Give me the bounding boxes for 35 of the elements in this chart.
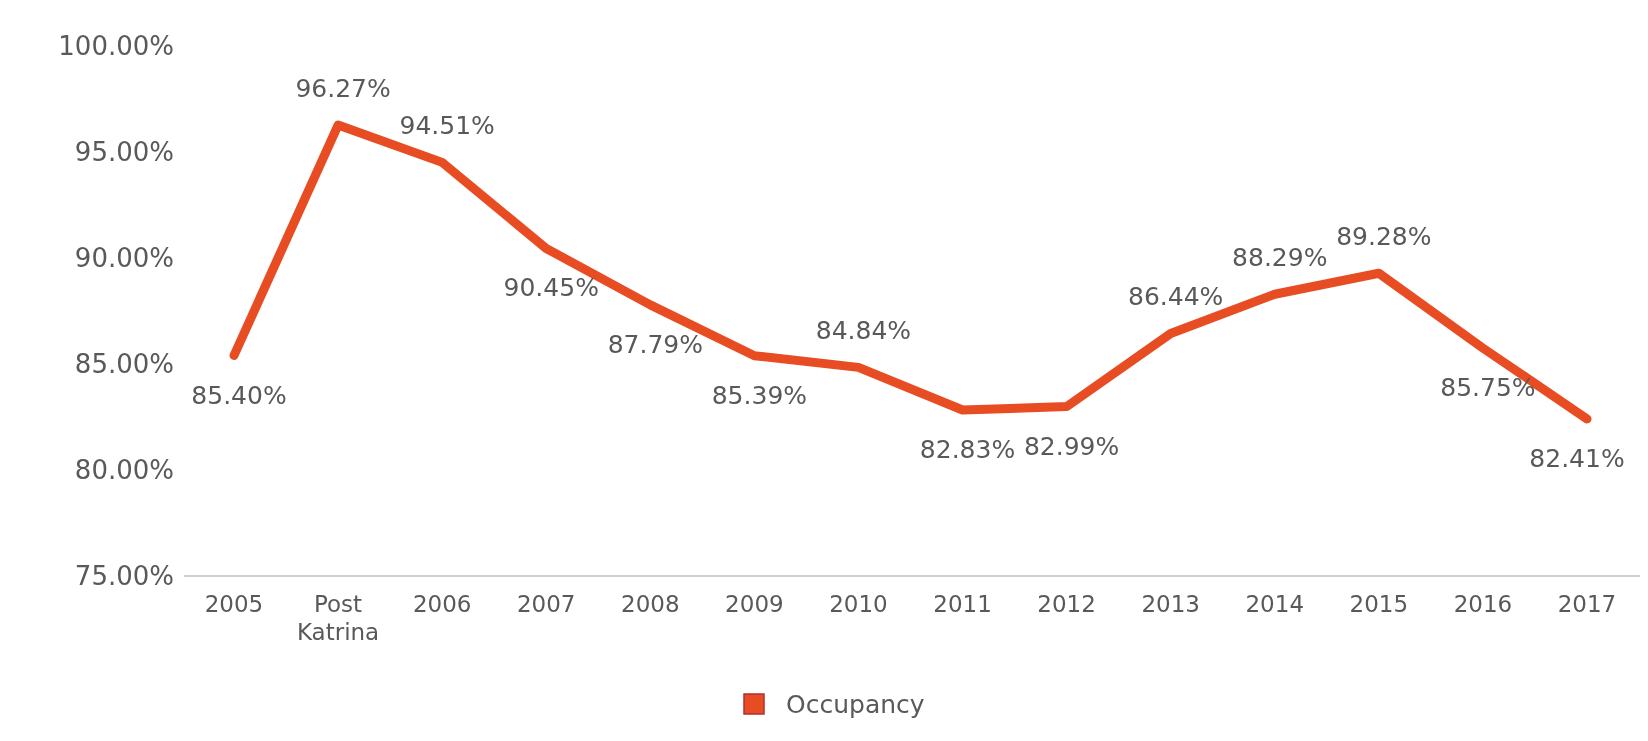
x-tick-label: 2011	[933, 591, 992, 617]
y-tick-label: 95.00%	[74, 137, 174, 168]
x-tick-label: 2014	[1245, 591, 1305, 617]
x-tick-label: 2007	[516, 591, 576, 617]
x-tick-label: Post Katrina	[296, 591, 380, 645]
text: 86.44%	[1128, 282, 1224, 312]
y-tick-label: 75.00%	[74, 561, 174, 592]
x-tick-label: 2010	[829, 591, 888, 617]
x-tick-label: 2006	[412, 591, 472, 617]
x-tick-label: 2015	[1349, 591, 1409, 617]
text: 82.83%	[919, 435, 1016, 464]
text: 82.99%	[1023, 431, 1120, 461]
x-tick-label: 2008	[621, 591, 680, 617]
text: 96.27%	[295, 74, 391, 104]
text: 89.28%	[1336, 222, 1432, 252]
x-tick-label: 2005	[204, 591, 264, 617]
x-tick-label: 2009	[725, 591, 784, 617]
text: 90.45%	[503, 273, 599, 303]
x-tick-label: 2017	[1557, 591, 1617, 617]
x-tick-label: 2012	[1037, 591, 1096, 617]
text: 85.39%	[711, 380, 808, 410]
legend-label: Occupancy	[786, 689, 925, 719]
y-tick-label: 100.00%	[58, 31, 174, 62]
text: 84.84%	[815, 316, 912, 346]
text: 88.29%	[1232, 243, 1328, 273]
text: 87.79%	[607, 329, 703, 359]
y-tick-label: 85.00%	[74, 349, 174, 380]
x-tick-label: 2016	[1453, 591, 1513, 617]
text: 85.40%	[191, 380, 287, 410]
text: 94.51%	[399, 111, 495, 141]
y-tick-label: 90.00%	[74, 243, 174, 274]
text: 82.41%	[1529, 443, 1625, 473]
text: 85.75%	[1440, 373, 1536, 403]
x-tick-label: 2013	[1141, 591, 1200, 617]
y-tick-label: 80.00%	[74, 455, 174, 486]
